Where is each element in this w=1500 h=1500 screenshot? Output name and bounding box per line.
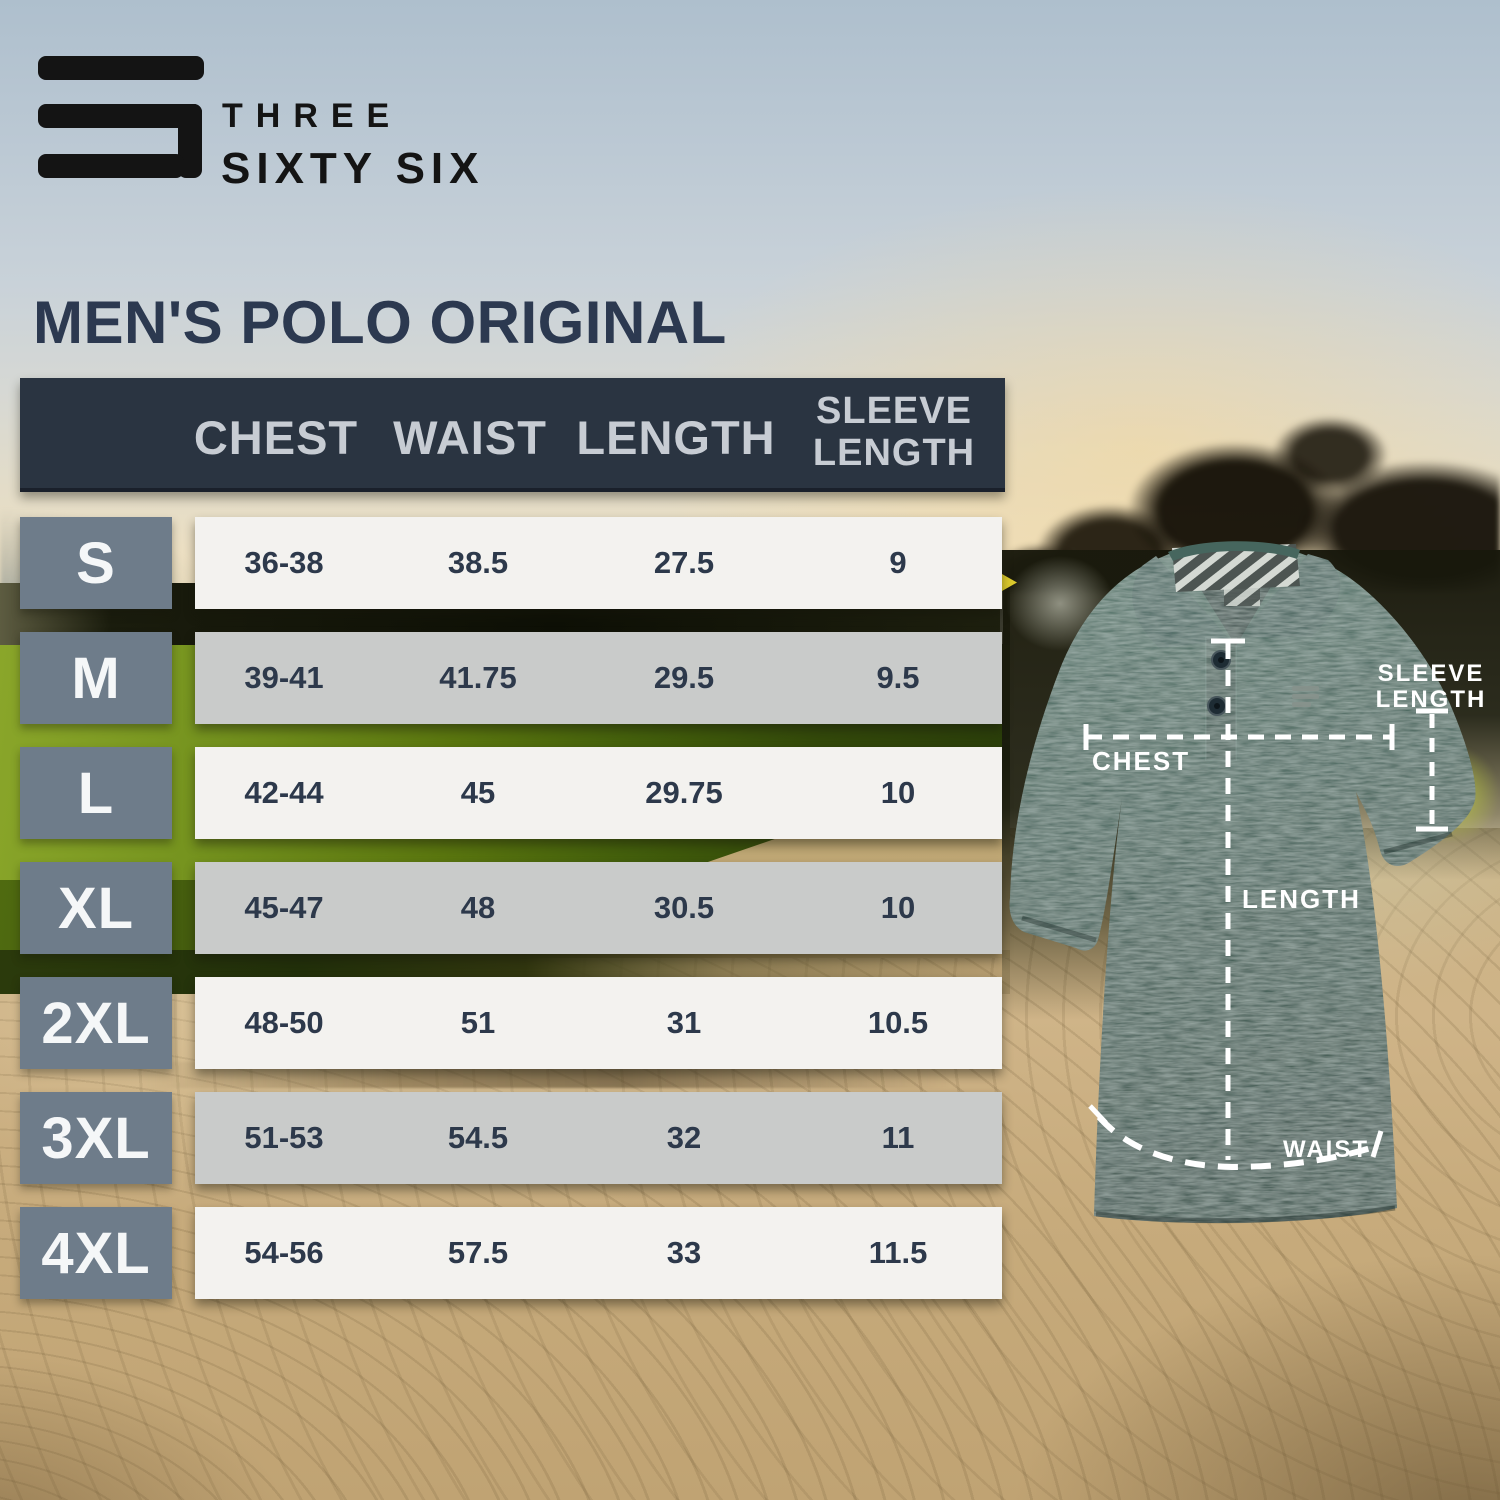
length-label: LENGTH xyxy=(1242,884,1361,914)
sleeve-length-value: 9.5 xyxy=(876,660,920,695)
page-title: MEN'S POLO ORIGINAL xyxy=(33,289,727,356)
chest-value: 42-44 xyxy=(244,775,324,810)
waist-line-ticks xyxy=(1088,1104,1384,1158)
brand-logo-icon xyxy=(38,56,204,178)
size-table-header: CHEST WAIST LENGTH SLEEVE LENGTH xyxy=(20,378,1005,492)
size-label: L xyxy=(77,760,115,826)
size-label: 4XL xyxy=(41,1220,151,1286)
measurement-labels: CHEST LENGTH SLEEVE LENGTH WAIST xyxy=(1092,660,1487,1163)
size-label-box: L xyxy=(20,747,172,839)
chest-value: 54-56 xyxy=(244,1235,324,1270)
size-row: 2XL 48-50 51 31 10.5 xyxy=(0,977,1500,1069)
chest-brand-logo-icon xyxy=(1292,686,1319,707)
size-row: 4XL 54-56 57.5 33 11.5 xyxy=(0,1207,1500,1299)
size-label-box: XL xyxy=(20,862,172,954)
size-label-box: 2XL xyxy=(20,977,172,1069)
sleeve-length-value: 10.5 xyxy=(867,1005,929,1040)
size-label: S xyxy=(76,530,116,596)
table-row: 39-41 41.75 29.5 9.5 xyxy=(195,632,1002,724)
sleeve-length-value: 11.5 xyxy=(868,1235,928,1270)
length-value: 33 xyxy=(666,1235,702,1270)
size-row: M 39-41 41.75 29.5 9.5 xyxy=(0,632,1500,724)
brand-name-line1: THREE xyxy=(222,97,402,135)
size-row: S 36-38 38.5 27.5 9 xyxy=(0,517,1500,609)
sleeve-label-line1: SLEEVE xyxy=(1378,660,1485,687)
column-header-chest: CHEST xyxy=(193,410,359,464)
size-label: XL xyxy=(57,875,135,941)
chest-value: 51-53 xyxy=(244,1120,324,1155)
chest-line-caps xyxy=(1083,724,1395,750)
waist-value: 45 xyxy=(460,775,496,810)
size-label-box: S xyxy=(20,517,172,609)
golf-flag-pole xyxy=(1000,578,1003,644)
size-row: XL 45-47 48 30.5 10 xyxy=(0,862,1500,954)
collar-top-rim xyxy=(1168,541,1300,561)
collar-left-flap xyxy=(1132,556,1230,648)
size-label-box: 4XL xyxy=(20,1207,172,1299)
placket-buttons xyxy=(1207,650,1231,716)
waist-value: 41.75 xyxy=(439,660,517,695)
size-label: 3XL xyxy=(41,1105,151,1171)
chest-value: 48-50 xyxy=(244,1005,324,1040)
size-row: L 42-44 45 29.75 10 xyxy=(0,747,1500,839)
collar-stripe-band xyxy=(1172,544,1300,592)
length-value: 30.5 xyxy=(653,890,715,925)
table-row: 42-44 45 29.75 10 xyxy=(195,747,1002,839)
sleeve-length-value: 11 xyxy=(881,1120,915,1155)
size-label-box: M xyxy=(20,632,172,724)
table-row: 48-50 51 31 10.5 xyxy=(195,977,1002,1069)
sleeve-length-value: 10 xyxy=(880,775,916,810)
table-row: 54-56 57.5 33 11.5 xyxy=(195,1207,1002,1299)
waist-measure-line xyxy=(1096,1115,1378,1171)
shirt-body xyxy=(1009,543,1476,1223)
sleeve-length-value: 10 xyxy=(880,890,916,925)
column-header-length: LENGTH xyxy=(576,410,776,464)
waist-value: 38.5 xyxy=(447,545,509,580)
waist-value: 48 xyxy=(460,890,496,925)
size-label: 2XL xyxy=(41,990,151,1056)
waist-value: 57.5 xyxy=(447,1235,509,1270)
size-row: 3XL 51-53 54.5 32 11 xyxy=(0,1092,1500,1184)
size-label-box: 3XL xyxy=(20,1092,172,1184)
size-label: M xyxy=(71,645,121,711)
waist-label: WAIST xyxy=(1283,1136,1369,1163)
table-row: 36-38 38.5 27.5 9 xyxy=(195,517,1002,609)
waist-value: 54.5 xyxy=(447,1120,509,1155)
brand-logo: THREE SIXTY SIX xyxy=(38,56,485,193)
length-value: 29.5 xyxy=(653,660,715,695)
table-row: 45-47 48 30.5 10 xyxy=(195,862,1002,954)
column-header-waist: WAIST xyxy=(393,410,547,464)
chest-value: 36-38 xyxy=(244,545,324,580)
sleeve-length-value: 9 xyxy=(889,545,907,580)
collar-right-flap xyxy=(1238,554,1341,638)
polo-shirt-diagram: CHEST LENGTH SLEEVE LENGTH WAIST xyxy=(1009,541,1487,1224)
length-value: 27.5 xyxy=(653,545,715,580)
length-value: 32 xyxy=(666,1120,702,1155)
sleeve-label-line2: LENGTH xyxy=(1376,686,1487,713)
brand-name-line2: SIXTY SIX xyxy=(221,144,485,193)
sleeve-line-caps xyxy=(1416,708,1448,832)
waist-value: 51 xyxy=(460,1005,496,1040)
length-value: 29.75 xyxy=(645,775,723,810)
neck-label xyxy=(1224,584,1260,606)
length-value: 31 xyxy=(666,1005,702,1040)
chest-label: CHEST xyxy=(1092,746,1190,776)
shirt-seams xyxy=(1021,831,1453,1224)
chest-value: 45-47 xyxy=(244,890,324,925)
table-row: 51-53 54.5 32 11 xyxy=(195,1092,1002,1184)
chest-value: 39-41 xyxy=(244,660,324,695)
measurement-lines xyxy=(1083,638,1448,1171)
column-header-sleeve-length: SLEEVE LENGTH xyxy=(812,390,976,474)
